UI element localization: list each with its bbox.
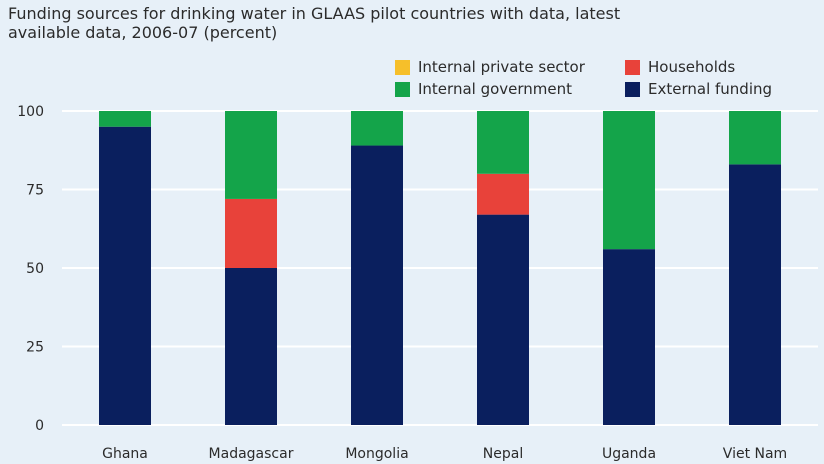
gridlines	[62, 110, 818, 426]
legend-label-internal-government: Internal government	[418, 80, 573, 98]
bar-madagascar-internal-government	[225, 111, 277, 199]
legend-swatch-households	[625, 59, 640, 75]
y-tick-label-100: 100	[17, 104, 44, 120]
bar-uganda-internal-government	[603, 111, 655, 250]
bar-madagascar-external-funding	[225, 268, 277, 425]
x-tick-label-viet-nam: Viet Nam	[723, 446, 787, 462]
x-tick-label-uganda: Uganda	[602, 446, 656, 462]
bars	[99, 111, 781, 426]
chart-title: Funding sources for drinking water in GL…	[8, 4, 768, 42]
x-axis-ticks: Ghana Madagascar Mongolia Nepal Uganda Viet N…	[102, 446, 787, 462]
bar-nepal-households	[477, 173, 529, 215]
chart-legend: Internal private sector Households Inter…	[395, 58, 824, 98]
bar-nepal-external-funding	[477, 214, 529, 425]
chart-title-line-1: Funding sources for drinking water in GL…	[8, 4, 621, 23]
bar-ghana-external-funding	[99, 126, 151, 425]
x-tick-label-mongolia: Mongolia	[345, 446, 408, 462]
y-tick-label-25: 25	[26, 340, 44, 356]
x-tick-label-madagascar: Madagascar	[209, 446, 294, 462]
bar-ghana-internal-government	[99, 111, 151, 127]
bar-mongolia-external-funding	[351, 145, 403, 426]
legend-item-households: Households	[625, 58, 824, 76]
bar-uganda-external-funding	[603, 249, 655, 425]
bar-viet-nam-internal-government	[729, 111, 781, 165]
legend-label-external-funding: External funding	[648, 80, 773, 98]
y-tick-label-0: 0	[35, 418, 44, 434]
y-tick-label-50: 50	[26, 261, 44, 277]
y-tick-label-75: 75	[26, 183, 44, 199]
legend-label-internal-private: Internal private sector	[418, 58, 585, 76]
legend-item-internal-private: Internal private sector	[395, 58, 625, 76]
legend-swatch-external-funding	[625, 81, 640, 97]
legend-swatch-internal-government	[395, 81, 410, 97]
x-tick-label-ghana: Ghana	[102, 446, 148, 462]
bar-madagascar-households	[225, 198, 277, 268]
bar-viet-nam-external-funding	[729, 164, 781, 425]
legend-swatch-internal-private	[395, 59, 410, 75]
legend-item-external-funding: External funding	[625, 80, 824, 98]
legend-item-internal-government: Internal government	[395, 80, 625, 98]
bar-nepal-internal-government	[477, 111, 529, 174]
legend-label-households: Households	[648, 58, 736, 76]
bar-mongolia-internal-government	[351, 111, 403, 146]
x-tick-label-nepal: Nepal	[483, 446, 523, 462]
chart-title-line-2: available data, 2006-07 (percent)	[8, 23, 278, 42]
y-axis-ticks: 0 25 50 75 100	[17, 104, 44, 434]
